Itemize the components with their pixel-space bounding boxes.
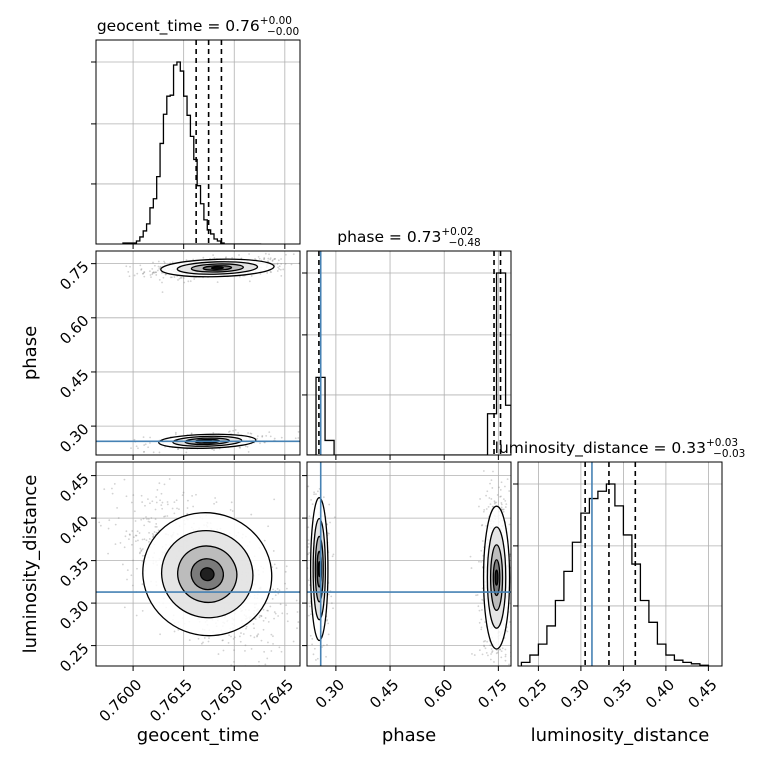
histogram-geocent_time	[122, 61, 262, 244]
axes-frame	[306, 250, 512, 456]
y-tick-label: 0.40	[56, 512, 92, 548]
panel-phase-hist	[307, 251, 511, 455]
histogram-luminosity_distance	[520, 483, 710, 666]
y-tick-label: 0.45	[56, 469, 92, 505]
x-tick-label: 0.30	[312, 676, 348, 712]
y-axis-label-phase: phase	[20, 326, 41, 380]
y-tick-label: 0.30	[56, 420, 92, 456]
y-tick-label: 0.25	[56, 639, 92, 675]
x-tick-label: 0.75	[474, 676, 510, 712]
x-tick-label: 0.30	[557, 676, 593, 712]
x-axis-label-luminosity_distance: luminosity_distance	[531, 725, 710, 746]
contour-level	[199, 567, 215, 582]
histogram-phase	[307, 272, 511, 455]
density-contours	[158, 258, 275, 449]
x-tick-label: 0.45	[366, 676, 402, 712]
panel-geocent_time-vs-luminosity_distance	[96, 478, 300, 666]
contour-level	[494, 569, 499, 586]
y-tick-label: 0.45	[56, 366, 92, 402]
density-contours	[142, 512, 273, 637]
panel-luminosity_distance-hist	[520, 462, 710, 666]
contour-level	[210, 266, 224, 270]
title-luminosity_distance: luminosity_distance = 0.33+0.03 −0.03	[495, 437, 746, 460]
axes-frame	[95, 461, 301, 667]
x-axis-label-phase: phase	[382, 725, 436, 746]
x-tick-label: 0.25	[514, 676, 550, 712]
title-phase: phase = 0.73+0.02 −0.48	[337, 226, 481, 249]
x-tick-label: 0.40	[642, 676, 678, 712]
y-tick-label: 0.35	[56, 554, 92, 590]
x-axis-label-geocent_time: geocent_time	[137, 725, 260, 746]
x-tick-label: 0.7615	[146, 676, 196, 726]
y-axis-label-luminosity_distance: luminosity_distance	[20, 475, 41, 654]
x-tick-label: 0.7600	[96, 676, 146, 726]
y-tick-label: 0.75	[56, 257, 92, 293]
axes-frame	[95, 39, 301, 245]
x-tick-label: 0.35	[599, 676, 635, 712]
x-tick-label: 0.7630	[197, 676, 247, 726]
axes-frame	[306, 461, 512, 667]
title-geocent_time: geocent_time = 0.76+0.00 −0.00	[97, 15, 299, 38]
panel-phase-vs-luminosity_distance	[307, 462, 511, 666]
axes-frame	[517, 461, 723, 667]
x-tick-label: 0.45	[684, 676, 720, 712]
contour-level	[317, 561, 321, 578]
density-contours	[309, 497, 511, 650]
panel-geocent_time-vs-phase	[96, 252, 300, 454]
y-tick-label: 0.30	[56, 597, 92, 633]
panel-geocent_time-hist	[122, 40, 262, 244]
x-tick-label: 0.7645	[247, 676, 297, 726]
y-tick-label: 0.60	[56, 312, 92, 348]
axes-frame	[95, 250, 301, 456]
scatter-points	[125, 252, 300, 454]
x-tick-label: 0.60	[420, 676, 456, 712]
